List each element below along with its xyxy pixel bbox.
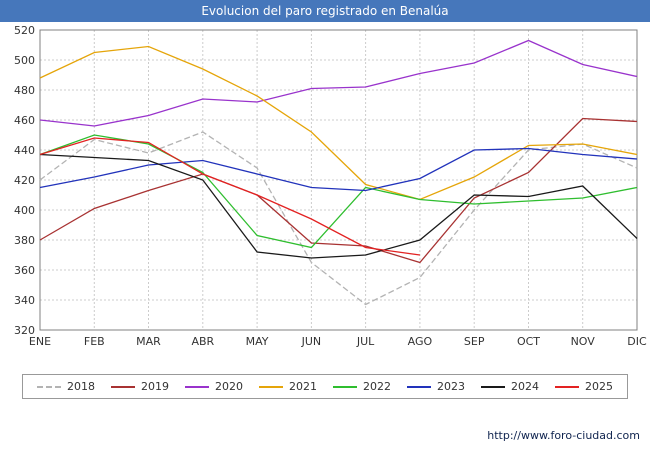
- x-tick-label: SEP: [464, 335, 485, 348]
- legend-label-2021: 2021: [289, 380, 317, 393]
- chart-title-bar: Evolucion del paro registrado en Benalúa: [0, 0, 650, 22]
- x-tick-label: AGO: [408, 335, 433, 348]
- y-tick-label: 500: [14, 54, 35, 67]
- y-tick-label: 360: [14, 264, 35, 277]
- legend-item-2025: 2025: [555, 380, 613, 393]
- legend-item-2024: 2024: [481, 380, 539, 393]
- legend-wrap: 2018 2019 2020 2021 2022 2023 2024 2025: [0, 374, 650, 399]
- y-tick-label: 440: [14, 144, 35, 157]
- y-tick-label: 420: [14, 174, 35, 187]
- y-tick-label: 400: [14, 204, 35, 217]
- series-line-2023: [39, 147, 638, 192]
- legend-swatch-2022: [333, 385, 357, 388]
- x-tick-label: ENE: [29, 335, 51, 348]
- y-tick-label: 380: [14, 234, 35, 247]
- x-tick-label: MAR: [136, 335, 161, 348]
- legend-swatch-2023: [407, 385, 431, 388]
- legend-label-2023: 2023: [437, 380, 465, 393]
- legend-item-2019: 2019: [111, 380, 169, 393]
- line-chart: 320 340 360 380 400 420 440 460 480 500 520 ENE FEB M…: [14, 24, 647, 348]
- series-line-2019: [39, 117, 638, 264]
- legend-swatch-2024: [481, 385, 505, 388]
- y-tick-label: 320: [14, 324, 35, 337]
- legend-swatch-2018: [37, 385, 61, 388]
- legend-swatch-2025: [555, 385, 579, 388]
- legend: 2018 2019 2020 2021 2022 2023 2024 2025: [22, 374, 628, 399]
- legend-label-2020: 2020: [215, 380, 243, 393]
- x-tick-label: ABR: [191, 335, 214, 348]
- series-line-2025: [39, 137, 420, 256]
- legend-label-2022: 2022: [363, 380, 391, 393]
- series-line-2024: [39, 153, 638, 259]
- legend-label-2025: 2025: [585, 380, 613, 393]
- legend-label-2018: 2018: [67, 380, 95, 393]
- legend-swatch-2021: [259, 385, 283, 388]
- series-line-2022: [39, 134, 638, 249]
- legend-label-2019: 2019: [141, 380, 169, 393]
- legend-item-2020: 2020: [185, 380, 243, 393]
- x-tick-label: OCT: [517, 335, 540, 348]
- legend-item-2021: 2021: [259, 380, 317, 393]
- x-tick-label: DIC: [627, 335, 647, 348]
- series-line-2021: [39, 45, 638, 201]
- y-tick-label: 460: [14, 114, 35, 127]
- x-tick-label: MAY: [246, 335, 269, 348]
- y-tick-label: 520: [14, 24, 35, 37]
- legend-item-2023: 2023: [407, 380, 465, 393]
- x-tick-label: NOV: [571, 335, 596, 348]
- legend-label-2024: 2024: [511, 380, 539, 393]
- x-tick-label: JUL: [356, 335, 375, 348]
- x-tick-label: JUN: [301, 335, 322, 348]
- page-title: Evolucion del paro registrado en Benalúa: [201, 4, 449, 18]
- legend-swatch-2019: [111, 385, 135, 388]
- footer-link[interactable]: http://www.foro-ciudad.com: [487, 429, 640, 442]
- legend-swatch-2020: [185, 385, 209, 388]
- legend-item-2018: 2018: [37, 380, 95, 393]
- legend-item-2022: 2022: [333, 380, 391, 393]
- series-line-2020: [39, 39, 638, 127]
- y-tick-label: 480: [14, 84, 35, 97]
- y-tick-label: 340: [14, 294, 35, 307]
- x-tick-label: FEB: [84, 335, 105, 348]
